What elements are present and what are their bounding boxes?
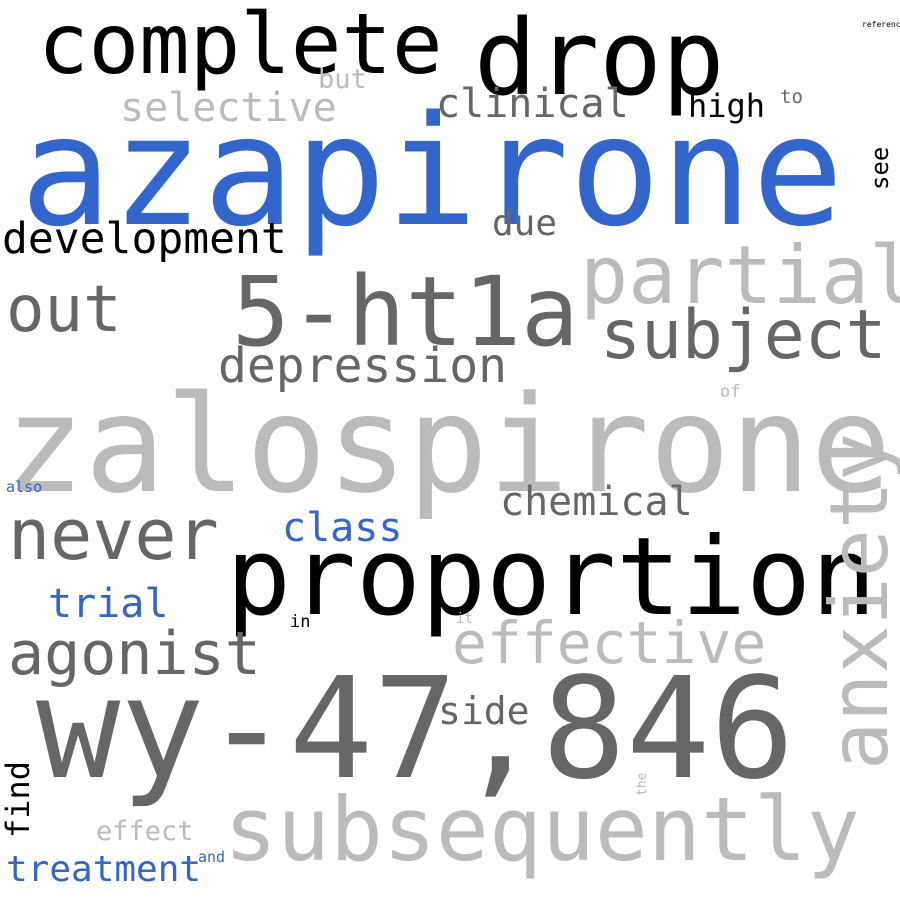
word-it: it [456,611,473,627]
word-selective: selective [120,85,337,131]
word-effect: effect [96,816,194,847]
word-azapirone: azapirone [20,83,844,260]
word-find: find [0,760,37,838]
word-see: see [866,146,894,190]
word-high: high [688,87,766,125]
word-depression: depression [218,338,507,394]
word-side: side [438,689,530,733]
word-effective: effective [452,609,767,677]
word-chemical: chemical [500,479,693,525]
word-clinical: clinical [436,81,629,127]
word-never: never [8,494,219,576]
word-agonist: agonist [8,619,261,689]
word-zalospirone: zalospirone [4,367,892,523]
word-due: due [492,203,558,244]
word-5ht1a: 5-ht1a [232,256,579,368]
word-complete: complete [38,0,443,93]
word-trial: trial [48,581,169,627]
word-and: and [198,848,226,866]
word-development: development [2,214,287,264]
word-anxiety: anxiety [813,432,900,770]
word-reference: reference [862,20,900,29]
word-subsequently: subsequently [224,778,860,881]
word-in: in [290,612,311,632]
word-partial: partial [580,229,900,322]
word-to: to [780,86,803,108]
word-of: of [720,382,741,402]
word-drop: drop [474,0,725,119]
word-also: also [6,478,43,496]
word-wy47846: wy-47,846 [36,648,795,811]
word-subject: subject [600,296,887,375]
word-but: but [318,64,367,95]
word-treatment: treatment [6,849,202,890]
word-class: class [282,505,403,551]
word-proportion: proportion [226,515,877,640]
word-out: out [6,273,122,347]
